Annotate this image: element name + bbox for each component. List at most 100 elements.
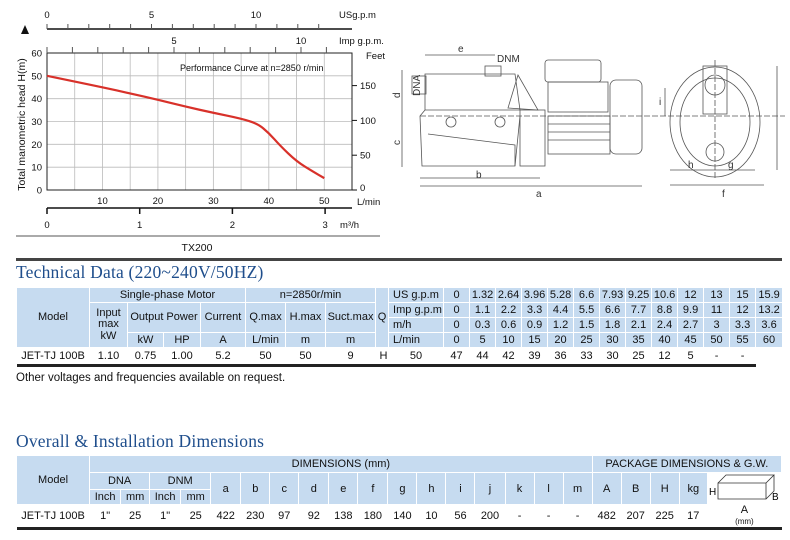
- feet-tick-label: 100: [360, 116, 376, 127]
- cell-dim-d: 92: [298, 504, 329, 531]
- header-dim-i: i: [445, 471, 476, 506]
- q-value-cell: 60: [755, 332, 784, 348]
- q-value-cell: 9.9: [677, 302, 705, 318]
- cell-dim-f: 180: [357, 504, 388, 531]
- q-value-cell: 0: [443, 317, 471, 333]
- cell-pkg-kg: 17: [679, 504, 708, 531]
- y-tick-label: 50: [31, 71, 42, 82]
- q-value-cell: 30: [599, 332, 627, 348]
- dim-label-d: d: [392, 92, 403, 98]
- q-value-cell: 47: [443, 347, 470, 367]
- x-axis-label: L/min: [357, 197, 380, 208]
- cell-dim-h: 10: [416, 504, 446, 531]
- m3h-tick-label: 2: [230, 220, 235, 231]
- q-value-cell: -: [729, 347, 756, 367]
- header-dim-e: e: [328, 471, 359, 506]
- cell-dim-l: -: [534, 504, 564, 531]
- technical-data-title: Technical Data (220~240V/50HZ): [16, 262, 264, 282]
- q-value-cell: 2.7: [677, 317, 705, 333]
- m3h-tick-label: 1: [137, 220, 142, 231]
- q-value-cell: 0: [443, 302, 471, 318]
- unit-inch: Inch: [89, 489, 122, 506]
- q-row-label: m/h: [388, 317, 445, 333]
- cell-dim-i: 56: [445, 504, 475, 531]
- unit-mm: mm: [180, 489, 212, 506]
- header-pkg-kg: kg: [678, 471, 708, 506]
- cell-dnm-mm: 25: [180, 504, 211, 531]
- q-row-label: H meter: [375, 347, 389, 367]
- cell-dim-e: 138: [328, 504, 358, 531]
- q-value-cell: 8.8: [651, 302, 679, 318]
- impgpm-tick-label: 10: [296, 36, 307, 47]
- dim-label-g: g: [728, 160, 734, 171]
- q-value-cell: 2.1: [625, 317, 653, 333]
- x-tick-label: 50: [319, 196, 330, 207]
- header-model: Model: [16, 287, 90, 348]
- q-value-cell: 25: [573, 332, 601, 348]
- header-dim-m: m: [562, 471, 593, 506]
- model-label: TX200: [182, 242, 213, 254]
- m3h-axis-label: m³/h: [340, 220, 359, 231]
- q-value-cell: 3.3: [729, 317, 757, 333]
- impgpm-axis-label: Imp g.p.m.: [339, 36, 384, 47]
- header-dim-d: d: [298, 471, 330, 506]
- feet-tick-label: 50: [360, 151, 371, 162]
- feet-tick-label: 0: [360, 183, 365, 194]
- q-value-cell: 50: [703, 332, 731, 348]
- impgpm-tick-label: 5: [171, 36, 176, 47]
- cell-pkg-h: 225: [650, 504, 680, 531]
- header-dim-g: g: [387, 471, 418, 506]
- q-value-cell: 25: [625, 347, 652, 367]
- table-row: JET-TJ 100B 1.10 0.75 1.00 5.2 50 50 9 H…: [16, 347, 783, 367]
- header-dimensions: DIMENSIONS (mm): [89, 455, 593, 473]
- unit-inch: Inch: [149, 489, 182, 506]
- y-tick-label: 20: [31, 140, 42, 151]
- dim-label-f: f: [722, 189, 725, 200]
- q-row-label: L/min: [388, 332, 445, 348]
- q-value-cell: 15.9: [755, 287, 784, 303]
- q-value-cell: 1.1: [469, 302, 497, 318]
- q-value-cell: 9.25: [625, 287, 653, 303]
- y-axis-label: Total manometric head H(m): [16, 58, 28, 190]
- cell-dim-a: 422: [210, 504, 241, 531]
- q-value-cell: 6.6: [599, 302, 627, 318]
- q-value-cell: 15: [521, 332, 549, 348]
- cell-dim-m: -: [563, 504, 593, 531]
- q-value-cell: 0.3: [469, 317, 497, 333]
- unit-a: A: [199, 332, 247, 348]
- header-q: Q: [375, 287, 390, 348]
- y-tick-label: 0: [37, 186, 42, 197]
- header-model: Model: [15, 454, 91, 506]
- q-value-cell: 6.6: [573, 287, 601, 303]
- q-value-cell: 33: [573, 347, 600, 367]
- q-value-cell: 11: [703, 302, 731, 318]
- y-axis-arrow-icon: [21, 25, 29, 34]
- q-value-cell: 12: [651, 347, 678, 367]
- header-pkg-b: B: [620, 471, 651, 506]
- dimensions-title: Overall & Installation Dimensions: [16, 431, 265, 451]
- usgpm-axis-label: USg.p.m: [339, 10, 376, 21]
- q-value-cell: 1.5: [573, 317, 601, 333]
- unit-m: m: [285, 332, 327, 348]
- q-value-cell: 0.6: [495, 317, 523, 333]
- cell-qmax: 50: [245, 347, 286, 367]
- q-value-cell: 1.2: [547, 317, 575, 333]
- x-tick-label: 20: [153, 196, 164, 207]
- section-divider: [16, 258, 782, 261]
- unit-hp: HP: [163, 332, 201, 348]
- dim-label-i: i: [659, 97, 661, 108]
- q-value-cell: 3: [703, 317, 731, 333]
- q-value-cell: 10.6: [651, 287, 679, 303]
- header-input-max-kw: Input max kW: [89, 302, 128, 348]
- dim-label-dnm: DNM: [497, 54, 520, 65]
- y-tick-label: 30: [31, 117, 42, 128]
- availability-note: Other voltages and frequencies available…: [16, 372, 286, 384]
- m3h-tick-label: 3: [322, 220, 327, 231]
- x-tick-label: 30: [208, 196, 219, 207]
- q-value-cell: 7.93: [599, 287, 627, 303]
- header-dim-l: l: [533, 471, 564, 506]
- cell-suct: 9: [325, 347, 376, 367]
- usgpm-tick-label: 10: [251, 10, 262, 21]
